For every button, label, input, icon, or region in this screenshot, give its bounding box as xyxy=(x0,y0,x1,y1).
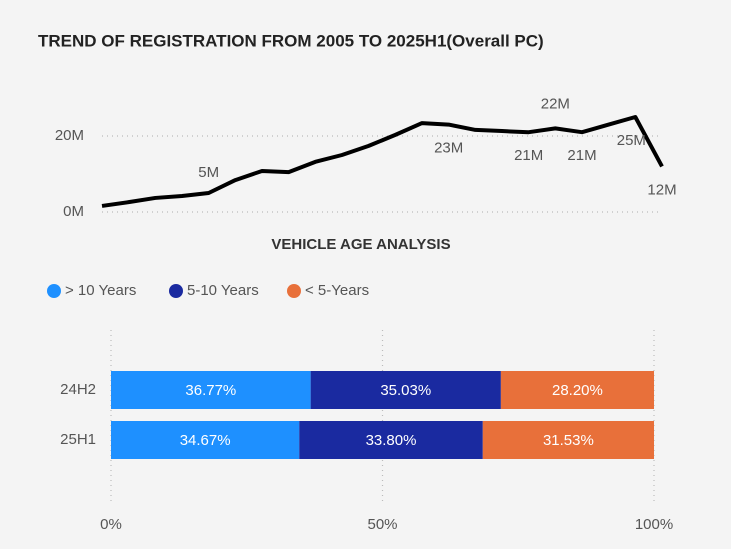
data-label: 28.20% xyxy=(552,382,603,399)
bar-segment xyxy=(111,421,300,459)
data-label: 36.77% xyxy=(185,382,236,399)
legend-label: 5-10 Years xyxy=(187,282,259,299)
data-label: 23M xyxy=(434,140,463,157)
data-label: 33.80% xyxy=(366,432,417,449)
x-tick-label: 50% xyxy=(367,516,397,533)
legend-swatch xyxy=(47,284,61,298)
data-label: 5M xyxy=(198,164,219,181)
legend-label: > 10 Years xyxy=(65,282,136,299)
bar-segment xyxy=(482,421,654,459)
bar-segment xyxy=(310,371,501,409)
line-chart-title: TREND OF REGISTRATION FROM 2005 TO 2025H… xyxy=(38,31,544,50)
legend-label: < 5-Years xyxy=(305,282,369,299)
data-label: 12M xyxy=(647,181,676,198)
data-label: 22M xyxy=(541,95,570,112)
x-tick-label: 100% xyxy=(635,516,673,533)
legend-swatch xyxy=(169,284,183,298)
data-label: 34.67% xyxy=(180,432,231,449)
bar-segment xyxy=(500,371,654,409)
bar-segment xyxy=(111,371,311,409)
y-tick-label: 25H1 xyxy=(60,431,96,448)
bar-chart-title: VEHICLE AGE ANALYSIS xyxy=(271,236,450,253)
y-tick-label: 24H2 xyxy=(60,381,96,398)
data-label: 31.53% xyxy=(543,432,594,449)
x-tick-label: 0% xyxy=(100,516,122,533)
legend-swatch xyxy=(287,284,301,298)
data-label: 21M xyxy=(514,147,543,164)
trend-line xyxy=(101,115,664,208)
bar-segment xyxy=(299,421,483,459)
data-label: 21M xyxy=(567,147,596,164)
y-tick-label: 0M xyxy=(63,203,84,220)
data-label: 25M xyxy=(617,132,646,149)
data-label: 35.03% xyxy=(380,382,431,399)
y-tick-label: 20M xyxy=(55,127,84,144)
